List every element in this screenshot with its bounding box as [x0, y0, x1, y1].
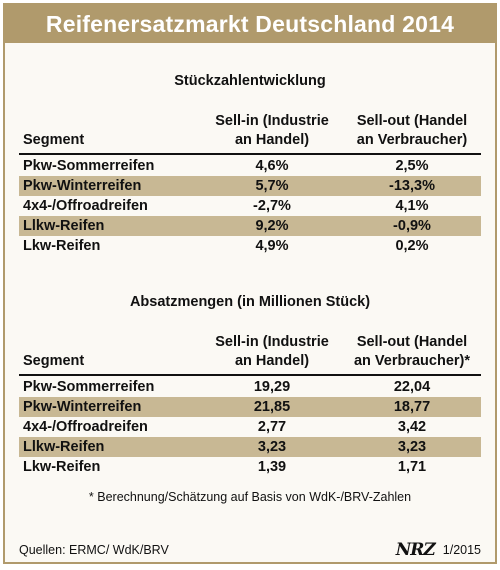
table-row: 4x4-/Offroadreifen 2,77 3,42 — [23, 419, 427, 435]
header-segment: Segment — [23, 132, 85, 148]
table-row: Pkw-Winterreifen 21,85 18,77 — [19, 397, 481, 417]
table-header: Segment Sell-in (Industrie an Handel) Se… — [19, 333, 481, 373]
table-row: Pkw-Sommerreifen 4,6% 2,5% — [23, 158, 429, 174]
infographic-title: Reifenersatzmarkt Deutschland 2014 — [5, 5, 495, 43]
table-row: Lkw-Reifen 1,39 1,71 — [23, 459, 427, 475]
section-title-absatzmengen: Absatzmengen (in Millionen Stück) — [129, 294, 371, 310]
table-divider — [19, 153, 481, 155]
header-sell-in: Sell-in (Industrie an Handel) — [215, 113, 329, 148]
publisher-credit: NRZ 1/2015 — [396, 540, 481, 560]
header-sell-out: Sell-out (Handel an Verbraucher)* — [353, 334, 471, 369]
header-sell-out: Sell-out (Handel an Verbraucher) — [356, 113, 468, 148]
table-header: Segment Sell-in (Industrie an Handel) Se… — [19, 112, 481, 152]
header-sell-in: Sell-in (Industrie an Handel) — [215, 334, 329, 369]
infographic-frame: Reifenersatzmarkt Deutschland 2014 Stück… — [3, 3, 497, 564]
table-divider — [19, 374, 481, 376]
publish-date: 1/2015 — [442, 543, 481, 557]
table-row: 4x4-/Offroadreifen -2,7% 4,1% — [23, 198, 429, 214]
nrz-logo: NRZ — [395, 540, 436, 560]
table-row: Pkw-Sommerreifen 19,29 22,04 — [23, 379, 431, 395]
sources-text: Quellen: ERMC/ WdK/BRV — [19, 543, 169, 557]
header-segment: Segment — [23, 353, 85, 369]
table-row: Llkw-Reifen 9,2% -0,9% — [19, 216, 481, 236]
table-row: Lkw-Reifen 4,9% 0,2% — [23, 238, 429, 254]
table-row: Llkw-Reifen 3,23 3,23 — [19, 437, 481, 457]
table-row: Pkw-Winterreifen 5,7% -13,3% — [19, 176, 481, 196]
section-title-stueckzahlen: Stückzahlentwicklung — [174, 73, 326, 89]
footnote: * Berechnung/Schätzung auf Basis von WdK… — [88, 490, 412, 504]
